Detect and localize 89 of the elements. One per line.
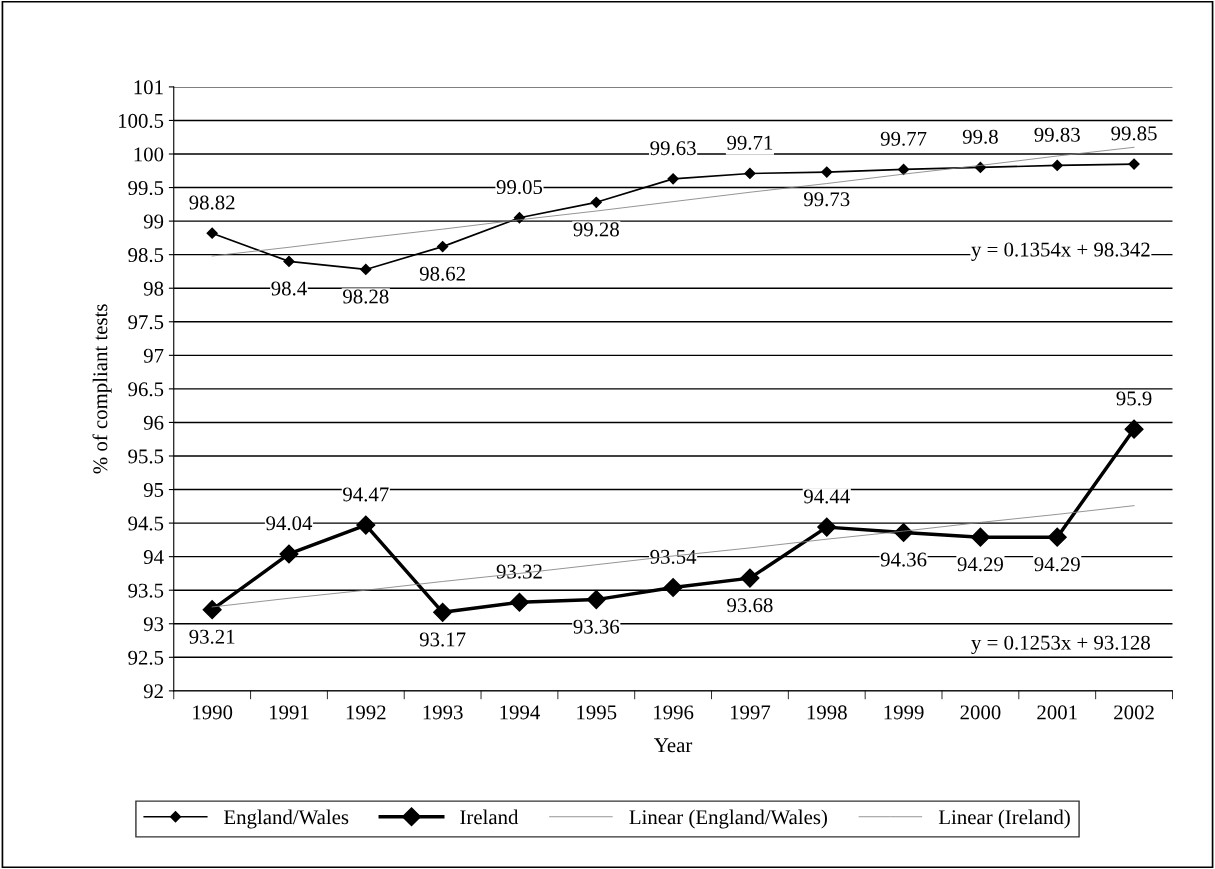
point — [509, 592, 529, 612]
point — [360, 263, 372, 276]
y-tick-label: 93.5 — [128, 583, 164, 598]
data-label: 99.28 — [573, 222, 619, 237]
data-label: 93.32 — [496, 564, 542, 579]
data-label: 94.47 — [343, 487, 389, 502]
point — [744, 167, 756, 180]
y-tick-label: 98 — [143, 281, 164, 296]
data-label: 99.05 — [496, 180, 543, 195]
y-tick-label: 94 — [143, 550, 164, 565]
point — [283, 255, 295, 267]
data-label: 99.71 — [727, 135, 773, 150]
data-label: 99.8 — [962, 129, 998, 144]
point — [1047, 527, 1067, 547]
x-tick-label: 2000 — [960, 705, 1001, 720]
data-label: 94.29 — [957, 557, 1003, 572]
data-label: 94.29 — [1034, 557, 1080, 572]
data-label: 98.28 — [343, 289, 389, 304]
point — [1128, 158, 1140, 170]
point — [663, 577, 683, 598]
point — [202, 600, 222, 620]
y-tick-label: 95 — [143, 482, 164, 497]
point — [1124, 419, 1144, 439]
x-tick-label: 1995 — [577, 705, 617, 720]
y-tick-label: 92 — [143, 684, 163, 699]
x-tick-label: 1996 — [654, 705, 694, 720]
x-tick-label: 1997 — [730, 705, 771, 720]
y-tick-label: 99.5 — [128, 180, 164, 196]
annotation: y = 0.1354x + 98.342 — [971, 242, 1150, 261]
data-label: 99.85 — [1111, 126, 1157, 141]
y-tick-label: 100.5 — [118, 113, 164, 128]
point — [356, 515, 376, 535]
x-tick-label: 1992 — [346, 705, 386, 720]
y-tick-label: 100 — [134, 147, 164, 162]
point — [433, 602, 453, 622]
data-label: 93.68 — [727, 598, 773, 613]
data-label: 94.36 — [880, 552, 927, 567]
legend-label: England/Wales — [224, 809, 349, 829]
y-axis-title: % of compliant tests — [92, 304, 112, 474]
data-label: 98.82 — [189, 195, 235, 210]
point — [667, 173, 679, 185]
data-label: 93.21 — [189, 629, 235, 644]
data-label: 93.54 — [650, 549, 697, 564]
data-label: 94.44 — [803, 489, 850, 504]
data-label: 93.36 — [573, 619, 620, 634]
y-tick-label: 93 — [143, 617, 164, 632]
x-tick-label: 1990 — [193, 705, 233, 720]
y-tick-label: 96.5 — [128, 382, 164, 397]
y-tick-label: 96 — [143, 415, 164, 430]
annotation: y = 0.1253x + 93.128 — [971, 635, 1150, 654]
y-tick-label: 92.5 — [128, 650, 164, 665]
legend-label: Linear (Ireland) — [938, 809, 1070, 829]
data-label: 99.63 — [650, 141, 696, 156]
point — [437, 241, 449, 253]
point — [821, 166, 833, 178]
y-tick-label: 97 — [143, 348, 164, 363]
y-tick-label: 94.5 — [128, 516, 164, 531]
point — [1051, 159, 1063, 172]
point — [586, 590, 606, 610]
y-tick-label: 95.5 — [128, 449, 164, 464]
data-label: 98.62 — [419, 266, 465, 281]
data-label: 99.77 — [880, 131, 927, 146]
data-label: 93.17 — [419, 632, 466, 647]
y-tick-label: 101 — [134, 80, 163, 95]
point — [970, 527, 990, 547]
x-tick-label: 1993 — [423, 705, 463, 720]
x-tick-label: 2001 — [1037, 705, 1077, 720]
point — [206, 227, 218, 239]
data-label: 95.9 — [1116, 391, 1152, 406]
point — [740, 568, 760, 588]
x-tick-label: 2002 — [1114, 705, 1154, 720]
data-label: 99.83 — [1034, 127, 1080, 142]
x-axis-title: Year — [654, 738, 693, 753]
x-tick-label: 1999 — [884, 705, 924, 720]
data-label: 94.04 — [266, 516, 313, 531]
y-tick-label: 97.5 — [128, 315, 164, 330]
point — [817, 517, 837, 537]
legend-label: Linear (England/Wales) — [629, 809, 827, 829]
x-tick-label: 1991 — [269, 705, 309, 720]
point — [897, 163, 910, 176]
y-tick-label: 99 — [143, 214, 164, 229]
data-label: 98.4 — [271, 281, 307, 296]
x-tick-label: 1994 — [500, 705, 540, 720]
point — [279, 544, 299, 564]
data-label: 99.73 — [803, 192, 850, 207]
y-tick-label: 98.5 — [128, 248, 164, 263]
legend-label: Ireland — [460, 809, 519, 825]
x-tick-label: 1998 — [807, 705, 847, 720]
point — [590, 196, 602, 208]
